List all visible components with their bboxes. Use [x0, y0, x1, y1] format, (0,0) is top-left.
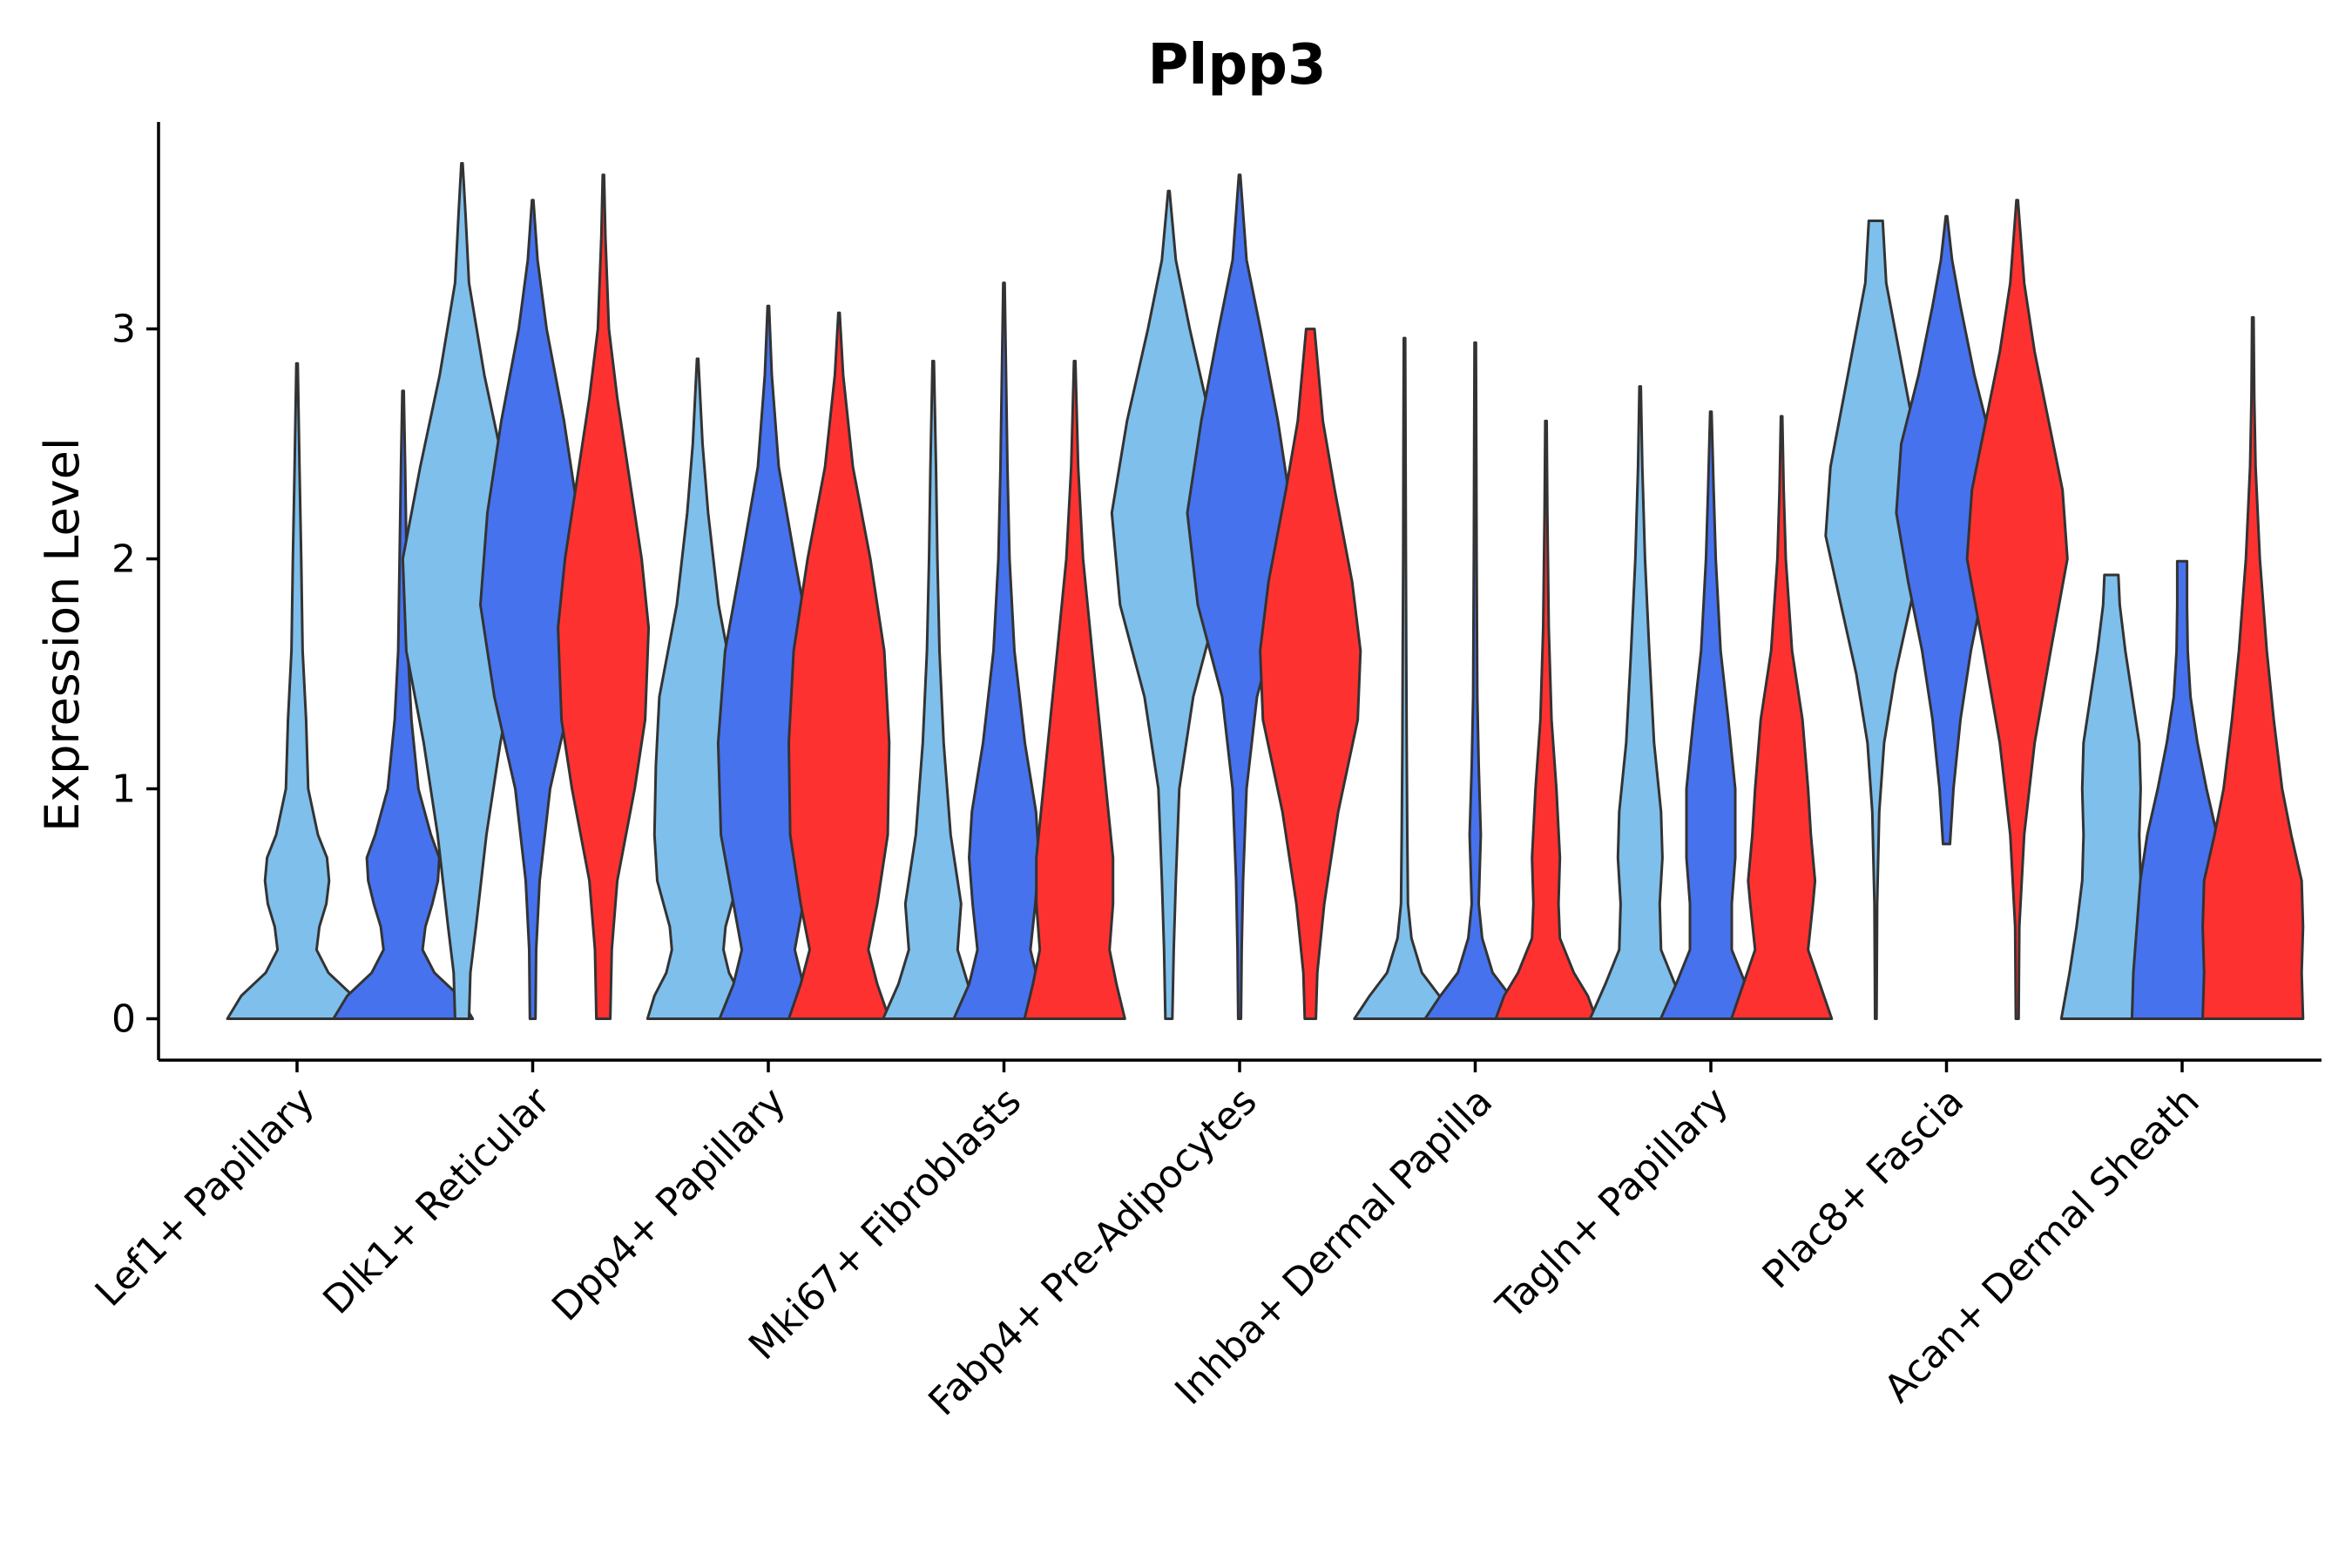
- violin-6-series-3: [1494, 419, 1598, 1020]
- violin-9-series-1: [2059, 573, 2163, 1020]
- violin-6-series-1: [1353, 336, 1456, 1020]
- violin-4-series-1: [882, 360, 985, 1020]
- violins-group: [226, 162, 2305, 1020]
- violin-1-series-1: [226, 362, 368, 1020]
- x-tick-label: Dpp4+ Papillary: [544, 1079, 794, 1330]
- violin-7-series-2: [1659, 410, 1763, 1020]
- violin-9-series-3: [2201, 315, 2305, 1020]
- y-axis-label: Expression Level: [35, 437, 90, 832]
- violin-4-series-3: [1023, 360, 1126, 1020]
- x-tick-label: Mki67+ Fibroblasts: [740, 1079, 1030, 1369]
- violin-8-series-3: [1965, 199, 2069, 1020]
- y-tick-label: 3: [112, 308, 136, 352]
- violin-7-series-1: [1588, 385, 1692, 1020]
- violin-7-series-3: [1730, 415, 1834, 1020]
- violin-5-series-3: [1259, 328, 1362, 1020]
- violin-5-series-1: [1110, 189, 1227, 1020]
- x-tick-label: Plac8+ Fascia: [1754, 1079, 1973, 1298]
- violin-2-series-1: [401, 162, 523, 1020]
- x-tick-label: Tagln+ Papillary: [1488, 1079, 1737, 1328]
- violin-5-series-2: [1186, 173, 1294, 1020]
- violin-2-series-3: [557, 173, 651, 1020]
- violin-8-series-1: [1824, 220, 1928, 1020]
- violin-3-series-3: [787, 311, 891, 1020]
- chart-title: Plpp3: [1148, 33, 1327, 98]
- x-tick-label: Lef1+ Papillary: [87, 1079, 323, 1315]
- violin-6-series-2: [1423, 341, 1527, 1020]
- violin-1-series-2: [332, 389, 475, 1020]
- y-tick-label: 2: [112, 537, 136, 582]
- y-tick-label: 1: [112, 767, 136, 812]
- y-tick-label: 0: [112, 997, 136, 1041]
- violin-3-series-1: [645, 357, 749, 1020]
- x-tick-label: Dlk1+ Reticular: [314, 1078, 559, 1323]
